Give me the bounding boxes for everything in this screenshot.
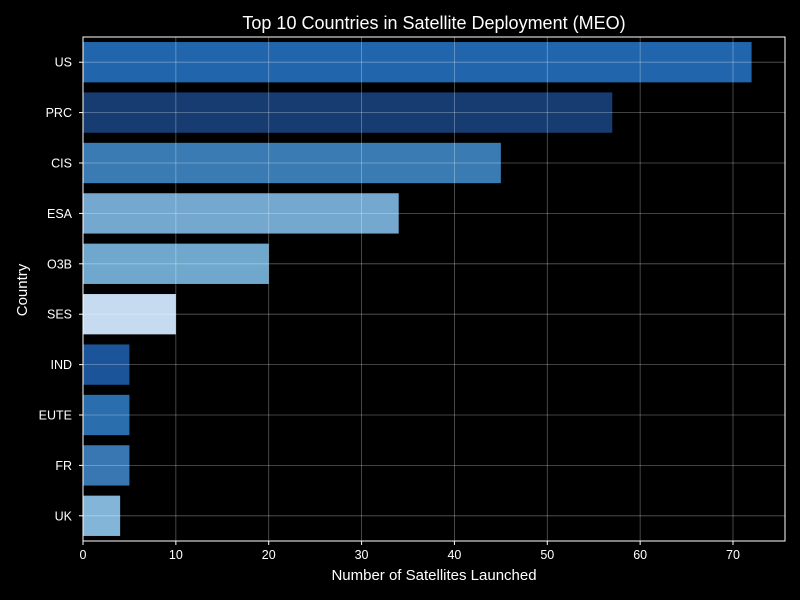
x-tick-label: 10	[169, 548, 183, 562]
bar-o3b	[83, 243, 269, 284]
bar-eute	[83, 394, 130, 436]
chart-title: Top 10 Countries in Satellite Deployment…	[242, 13, 625, 33]
x-tick-label: 0	[80, 548, 87, 562]
x-tick-label: 40	[447, 548, 461, 562]
bar-us	[83, 42, 752, 83]
bar-ind	[83, 344, 130, 385]
y-tick-label: IND	[50, 358, 72, 372]
x-axis-label: Number of Satellites Launched	[331, 567, 536, 584]
bar-fr	[83, 445, 130, 486]
y-tick-label: CIS	[51, 157, 72, 171]
bar-cis	[83, 142, 501, 184]
x-tick-label: 50	[540, 548, 554, 562]
y-tick-label: FR	[55, 459, 72, 473]
y-tick-label: UK	[55, 509, 73, 523]
bar-uk	[83, 495, 121, 536]
bar-prc	[83, 92, 613, 133]
y-tick-label: ESA	[47, 207, 73, 221]
x-tick-label: 20	[262, 548, 276, 562]
x-tick-label: 30	[355, 548, 369, 562]
bars	[83, 42, 752, 536]
grid-lines	[82, 37, 785, 541]
y-axis-label: Country	[14, 263, 31, 316]
y-tick-labels: US PRC CIS ESA O3B SES IND EUTE FR UK	[39, 56, 73, 524]
y-tick-label: O3B	[47, 257, 72, 271]
y-tick-label: SES	[47, 308, 72, 322]
axes	[79, 36, 786, 545]
y-tick-label: US	[55, 56, 72, 70]
y-tick-label: EUTE	[39, 409, 72, 423]
bar-ses	[83, 294, 176, 335]
x-tick-labels: 0 10 20 30 40 50 60 70	[80, 548, 740, 562]
plot-frame	[82, 36, 786, 542]
bar-esa	[83, 193, 399, 234]
x-tick-label: 60	[633, 548, 647, 562]
x-tick-label: 70	[726, 548, 740, 562]
y-tick-label: PRC	[46, 106, 72, 120]
